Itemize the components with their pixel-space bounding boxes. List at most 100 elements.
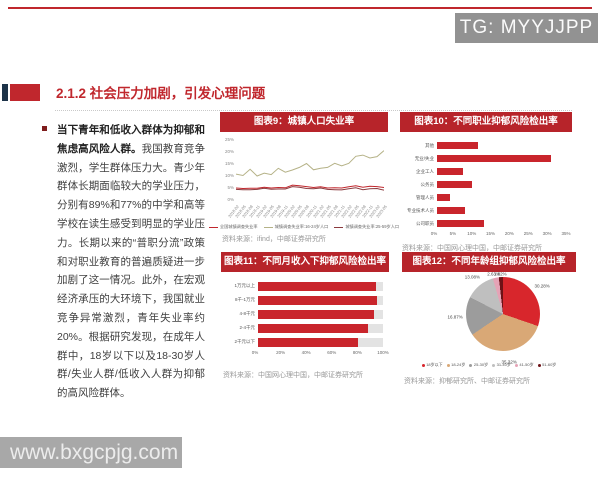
legend-item: 全国城镇调查失业率 (208, 224, 258, 230)
legend-swatch (469, 363, 473, 367)
x-axis-tick: 25% (523, 231, 533, 236)
bar-category-label: 管理人员 (416, 194, 434, 200)
section-title: 2.1.2 社会压力加剧，引发心理问题 (56, 86, 266, 101)
legend-label: 51-60岁 (542, 362, 557, 367)
bar-category-label: 无业/失业 (414, 155, 434, 161)
y-axis-tick: 5% (227, 185, 234, 190)
chart10-bars: 其他无业/失业企业工人公务员管理人员专业技术人员公司职员 (400, 139, 572, 230)
bar-category-label: 企业工人 (416, 168, 434, 174)
x-axis-tick: 80% (352, 350, 362, 355)
title-accent-navy (2, 84, 8, 101)
chart11-source: 资料来源：中国网心理中国，中邮证券研究所 (223, 372, 363, 379)
bar-area (437, 168, 566, 175)
bar-row: 4-8千元 (221, 307, 389, 321)
chart9-panel: 图表9：城镇人口失业率 25% 20% 15% 10% 5% 0% 2018-02 2018… (208, 112, 399, 244)
bar-row: 管理人员 (400, 191, 572, 204)
bar-category-label: 1万元以上 (234, 283, 255, 288)
bar-value (437, 181, 472, 188)
tg-watermark: TG: MYYJJPP (455, 13, 598, 43)
bar-area (258, 281, 383, 291)
legend-label: 18-24岁 (451, 362, 466, 367)
y-axis-tick: 20% (224, 149, 234, 154)
legend-label: 25-30岁 (473, 362, 489, 367)
line-series (236, 184, 384, 190)
y-axis-tick: 0% (227, 197, 234, 202)
legend-label: 城镇调查失业率:25-59岁人口 (345, 224, 400, 229)
bar-area (437, 181, 566, 188)
chart9-line-plot: 25% 20% 15% 10% 5% 0% 2018-02 2018-05 2018-08 20… (220, 136, 388, 224)
legend-item: 31-40岁 (492, 362, 511, 368)
chart10-panel: 图表10：不同职业抑郁风险检出率 其他无业/失业企业工人公务员管理人员专业技术人… (400, 112, 572, 253)
legend-swatch (446, 363, 450, 367)
summary-paragraph: 当下青年和低收入群体为抑郁和焦虑高风险人群。我国教育竞争激烈，学生群体压力大。青… (57, 121, 205, 403)
bar-row: 2-4千元 (221, 321, 389, 335)
bar-category-label: 公务员 (420, 181, 435, 187)
x-axis-tick: 20% (276, 350, 286, 355)
chart11-bars: 1万元以上 8千-1万元 4-8千元 2-4千元 2千元以下 (221, 279, 389, 349)
y-axis-tick: 15% (224, 161, 234, 166)
legend-item: 城镇调查失业率:16-24岁人口 (263, 224, 329, 230)
chart12-source: 资料来源：抑郁研究所、中邮证券研究所 (404, 378, 530, 385)
bar-value (258, 337, 358, 347)
bar-value (437, 194, 450, 201)
bar-category-label: 专业技术人员 (407, 207, 434, 213)
bar-category-label: 8千-1万元 (234, 297, 255, 302)
bar-row: 1万元以上 (221, 279, 389, 293)
legend-item: 25-30岁 (469, 362, 488, 368)
chart12-legend: 18岁以下 18-24岁 25-30岁 31-40岁 41-50岁 51-60岁 (402, 362, 576, 368)
legend-swatch (334, 226, 344, 228)
chart9-line-series (236, 150, 384, 191)
y-axis-tick: 10% (224, 173, 234, 178)
x-axis-tick: 100% (377, 350, 389, 355)
bar-value (437, 168, 463, 175)
bar-category-label: 公司职员 (416, 220, 434, 226)
line-series (236, 150, 384, 177)
bar-row: 公司职员 (400, 217, 572, 230)
legend-label: 城镇调查失业率:16-24岁人口 (274, 224, 329, 229)
top-divider (8, 7, 592, 9)
legend-label: 全国城镇调查失业率 (219, 224, 258, 229)
legend-swatch (537, 363, 541, 367)
legend-swatch (492, 363, 496, 367)
bar-category-label: 2千元以下 (234, 339, 255, 344)
chart9-xaxis: 2018-02 2018-05 2018-08 2018-11 2019-02 2019-… (227, 202, 388, 224)
title-accent-red (10, 84, 40, 101)
bar-row: 专业技术人员 (400, 204, 572, 217)
pie-value-label: 35.32% (501, 359, 517, 365)
chart12-title: 图表12：不同年龄组抑郁风险检出率 (402, 252, 576, 272)
chart9-source: 资料来源：ifind，中邮证券研究所 (222, 236, 326, 243)
bar-row: 其他 (400, 139, 572, 152)
x-axis-tick: 15% (486, 231, 496, 236)
legend-swatch (263, 226, 273, 228)
bar-area (437, 194, 566, 201)
x-axis-tick: 5% (449, 231, 457, 236)
bar-row: 无业/失业 (400, 152, 572, 165)
legend-swatch (514, 363, 518, 367)
pie-value-label: 30.28% (534, 283, 550, 289)
y-axis-tick: 25% (224, 137, 234, 142)
legend-item: 城镇调查失业率:25-59岁人口 (334, 224, 399, 230)
summary-block: 当下青年和低收入群体为抑郁和焦虑高风险人群。我国教育竞争激烈，学生群体压力大。青… (42, 121, 206, 403)
bar-category-label: 其他 (425, 142, 434, 148)
bar-category-label: 2-4千元 (239, 325, 255, 330)
bar-value (258, 309, 375, 319)
bar-area (437, 207, 566, 214)
chart10-xaxis: 0% 5% 10% 15% 20% 25% 30% 35% (431, 230, 571, 239)
chart10-title: 图表10：不同职业抑郁风险检出率 (400, 112, 572, 132)
bar-area (258, 295, 383, 305)
bar-value (437, 155, 551, 162)
chart12-pie-area: 30.28% 35.32% 16.87% 13.08% 2.63% 1.82% (402, 271, 576, 365)
pie-value-label: 2.63% (487, 271, 500, 277)
x-axis-tick: 0% (251, 350, 259, 355)
legend-label: 41-50岁 (519, 362, 534, 367)
bar-value (258, 281, 376, 291)
chart10-source: 资料来源：中国网心理中国，中邮证券研究所 (402, 245, 542, 252)
bar-value (437, 207, 465, 214)
bar-area (437, 155, 566, 162)
bar-value (437, 220, 485, 227)
url-watermark: www.bxgcpjg.com (0, 437, 182, 468)
pie-value-label: 13.08% (464, 274, 481, 280)
chart12-panel: 图表12：不同年龄组抑郁风险检出率 30.28% 35.32% 16.87% 13.0… (402, 252, 576, 386)
bar-area (437, 142, 566, 149)
